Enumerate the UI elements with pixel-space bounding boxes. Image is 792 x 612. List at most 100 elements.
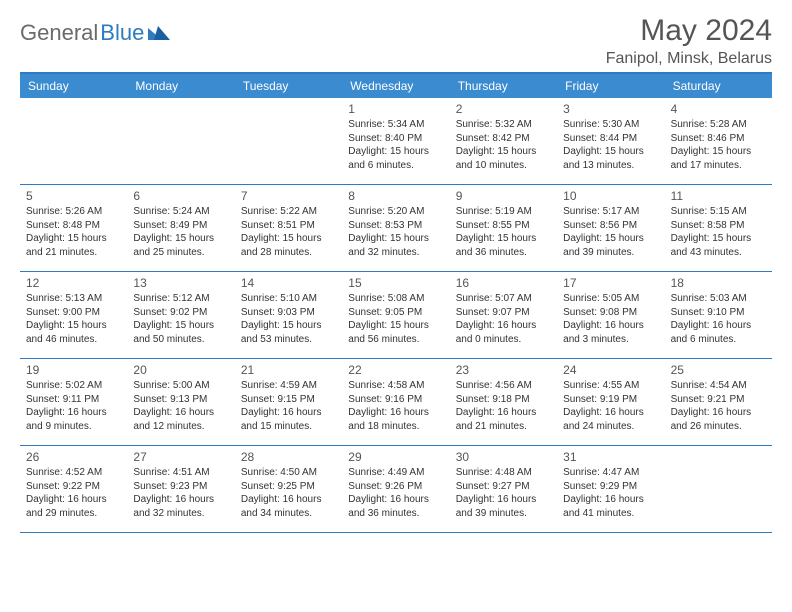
day-number: 14 [241, 276, 336, 290]
day-info: Sunrise: 4:51 AMSunset: 9:23 PMDaylight:… [133, 466, 228, 520]
sunrise-line: Sunrise: 5:15 AM [671, 205, 766, 219]
sunrise-line: Sunrise: 4:58 AM [348, 379, 443, 393]
day-number: 26 [26, 450, 121, 464]
day-cell: 6Sunrise: 5:24 AMSunset: 8:49 PMDaylight… [127, 185, 234, 271]
sunset-line: Sunset: 9:07 PM [456, 306, 551, 320]
sunset-line: Sunset: 9:18 PM [456, 393, 551, 407]
day-info: Sunrise: 5:12 AMSunset: 9:02 PMDaylight:… [133, 292, 228, 346]
daylight-line: Daylight: 16 hours and 18 minutes. [348, 406, 443, 433]
daylight-line: Daylight: 16 hours and 34 minutes. [241, 493, 336, 520]
daylight-line: Daylight: 15 hours and 17 minutes. [671, 145, 766, 172]
day-info: Sunrise: 5:08 AMSunset: 9:05 PMDaylight:… [348, 292, 443, 346]
sunset-line: Sunset: 9:10 PM [671, 306, 766, 320]
sunset-line: Sunset: 8:49 PM [133, 219, 228, 233]
day-number: 4 [671, 102, 766, 116]
day-info: Sunrise: 5:34 AMSunset: 8:40 PMDaylight:… [348, 118, 443, 172]
daylight-line: Daylight: 16 hours and 6 minutes. [671, 319, 766, 346]
day-number: 25 [671, 363, 766, 377]
day-info: Sunrise: 5:13 AMSunset: 9:00 PMDaylight:… [26, 292, 121, 346]
sunset-line: Sunset: 9:08 PM [563, 306, 658, 320]
sunset-line: Sunset: 8:55 PM [456, 219, 551, 233]
day-number: 9 [456, 189, 551, 203]
day-number: 7 [241, 189, 336, 203]
day-header: Tuesday [235, 74, 342, 98]
weeks-container: 1Sunrise: 5:34 AMSunset: 8:40 PMDaylight… [20, 98, 772, 533]
sunset-line: Sunset: 9:25 PM [241, 480, 336, 494]
sunset-line: Sunset: 8:56 PM [563, 219, 658, 233]
sunrise-line: Sunrise: 5:02 AM [26, 379, 121, 393]
daylight-line: Daylight: 16 hours and 15 minutes. [241, 406, 336, 433]
day-info: Sunrise: 5:19 AMSunset: 8:55 PMDaylight:… [456, 205, 551, 259]
week-row: 5Sunrise: 5:26 AMSunset: 8:48 PMDaylight… [20, 185, 772, 272]
sunset-line: Sunset: 9:03 PM [241, 306, 336, 320]
week-row: 12Sunrise: 5:13 AMSunset: 9:00 PMDayligh… [20, 272, 772, 359]
daylight-line: Daylight: 15 hours and 32 minutes. [348, 232, 443, 259]
daylight-line: Daylight: 16 hours and 21 minutes. [456, 406, 551, 433]
daylight-line: Daylight: 16 hours and 0 minutes. [456, 319, 551, 346]
day-info: Sunrise: 5:02 AMSunset: 9:11 PMDaylight:… [26, 379, 121, 433]
day-info: Sunrise: 4:58 AMSunset: 9:16 PMDaylight:… [348, 379, 443, 433]
day-number: 19 [26, 363, 121, 377]
header: GeneralBlue May 2024 Fanipol, Minsk, Bel… [20, 14, 772, 68]
day-header: Wednesday [342, 74, 449, 98]
sunset-line: Sunset: 9:29 PM [563, 480, 658, 494]
daylight-line: Daylight: 16 hours and 3 minutes. [563, 319, 658, 346]
day-cell: 18Sunrise: 5:03 AMSunset: 9:10 PMDayligh… [665, 272, 772, 358]
day-info: Sunrise: 4:52 AMSunset: 9:22 PMDaylight:… [26, 466, 121, 520]
sunrise-line: Sunrise: 5:34 AM [348, 118, 443, 132]
day-number: 12 [26, 276, 121, 290]
day-info: Sunrise: 4:55 AMSunset: 9:19 PMDaylight:… [563, 379, 658, 433]
day-header: Saturday [665, 74, 772, 98]
month-title: May 2024 [606, 14, 772, 48]
day-header: Thursday [450, 74, 557, 98]
daylight-line: Daylight: 15 hours and 6 minutes. [348, 145, 443, 172]
day-info: Sunrise: 5:22 AMSunset: 8:51 PMDaylight:… [241, 205, 336, 259]
day-number: 21 [241, 363, 336, 377]
daylight-line: Daylight: 15 hours and 36 minutes. [456, 232, 551, 259]
day-cell: 28Sunrise: 4:50 AMSunset: 9:25 PMDayligh… [235, 446, 342, 532]
daylight-line: Daylight: 15 hours and 28 minutes. [241, 232, 336, 259]
sunrise-line: Sunrise: 4:54 AM [671, 379, 766, 393]
sunset-line: Sunset: 9:19 PM [563, 393, 658, 407]
daylight-line: Daylight: 16 hours and 39 minutes. [456, 493, 551, 520]
sunrise-line: Sunrise: 5:24 AM [133, 205, 228, 219]
sunrise-line: Sunrise: 5:13 AM [26, 292, 121, 306]
day-cell [20, 98, 127, 184]
day-cell: 24Sunrise: 4:55 AMSunset: 9:19 PMDayligh… [557, 359, 664, 445]
daylight-line: Daylight: 15 hours and 39 minutes. [563, 232, 658, 259]
sunrise-line: Sunrise: 4:59 AM [241, 379, 336, 393]
sunrise-line: Sunrise: 5:20 AM [348, 205, 443, 219]
sunset-line: Sunset: 8:42 PM [456, 132, 551, 146]
daylight-line: Daylight: 15 hours and 21 minutes. [26, 232, 121, 259]
day-info: Sunrise: 5:15 AMSunset: 8:58 PMDaylight:… [671, 205, 766, 259]
daylight-line: Daylight: 15 hours and 13 minutes. [563, 145, 658, 172]
sunrise-line: Sunrise: 5:19 AM [456, 205, 551, 219]
day-cell [665, 446, 772, 532]
day-cell: 21Sunrise: 4:59 AMSunset: 9:15 PMDayligh… [235, 359, 342, 445]
day-cell: 10Sunrise: 5:17 AMSunset: 8:56 PMDayligh… [557, 185, 664, 271]
sunrise-line: Sunrise: 5:17 AM [563, 205, 658, 219]
sunset-line: Sunset: 9:00 PM [26, 306, 121, 320]
day-cell: 30Sunrise: 4:48 AMSunset: 9:27 PMDayligh… [450, 446, 557, 532]
logo-text-general: General [20, 20, 98, 46]
day-cell: 22Sunrise: 4:58 AMSunset: 9:16 PMDayligh… [342, 359, 449, 445]
daylight-line: Daylight: 15 hours and 46 minutes. [26, 319, 121, 346]
title-block: May 2024 Fanipol, Minsk, Belarus [606, 14, 772, 68]
location: Fanipol, Minsk, Belarus [606, 50, 772, 68]
sunrise-line: Sunrise: 4:52 AM [26, 466, 121, 480]
day-cell: 17Sunrise: 5:05 AMSunset: 9:08 PMDayligh… [557, 272, 664, 358]
sunrise-line: Sunrise: 4:56 AM [456, 379, 551, 393]
day-cell: 29Sunrise: 4:49 AMSunset: 9:26 PMDayligh… [342, 446, 449, 532]
day-cell: 16Sunrise: 5:07 AMSunset: 9:07 PMDayligh… [450, 272, 557, 358]
day-cell: 19 Sunrise: 5:02 AMSunset: 9:11 PMDayligh… [20, 359, 127, 445]
day-number: 8 [348, 189, 443, 203]
day-cell: 14Sunrise: 5:10 AMSunset: 9:03 PMDayligh… [235, 272, 342, 358]
day-info: Sunrise: 5:17 AMSunset: 8:56 PMDaylight:… [563, 205, 658, 259]
day-cell: 8Sunrise: 5:20 AMSunset: 8:53 PMDaylight… [342, 185, 449, 271]
sunset-line: Sunset: 9:02 PM [133, 306, 228, 320]
logo-text-blue: Blue [100, 20, 144, 46]
day-info: Sunrise: 5:24 AMSunset: 8:49 PMDaylight:… [133, 205, 228, 259]
week-row: 19 Sunrise: 5:02 AMSunset: 9:11 PMDayligh… [20, 359, 772, 446]
sunset-line: Sunset: 8:40 PM [348, 132, 443, 146]
day-info: Sunrise: 5:30 AMSunset: 8:44 PMDaylight:… [563, 118, 658, 172]
